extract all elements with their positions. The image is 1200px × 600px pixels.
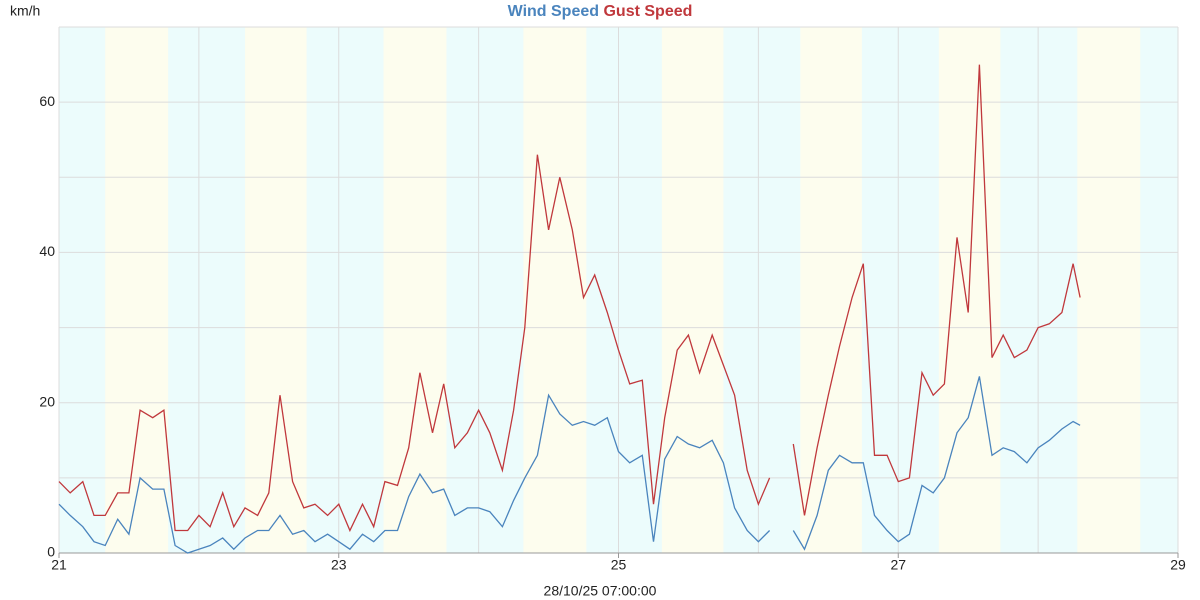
legend-entry: Wind Speed: [508, 3, 599, 20]
x-tick-label: 29: [1170, 557, 1186, 573]
shaded-range: [1077, 27, 1141, 553]
legend: Wind Speed Gust Speed: [508, 3, 693, 20]
x-tick-label: 21: [51, 557, 67, 573]
x-axis-label: 28/10/25 07:00:00: [544, 583, 657, 599]
shaded-range: [523, 27, 587, 553]
shaded-range: [383, 27, 447, 553]
line-series: [58, 64, 1081, 533]
y-tick-label: 60: [39, 93, 55, 109]
x-tick-label: 25: [611, 557, 627, 573]
shaded-range: [105, 27, 169, 553]
line-series: [58, 376, 1081, 554]
x-tick-label: 23: [331, 557, 347, 573]
legend-entry: Gust Speed: [603, 3, 692, 20]
plot-background: [58, 26, 1179, 554]
shaded-range: [661, 27, 724, 553]
x-tick-label: 27: [890, 557, 906, 573]
y-tick-label: 0: [47, 544, 55, 560]
y-tick-label: 40: [39, 243, 55, 259]
y-axis-label: km/h: [10, 3, 40, 19]
shaded-range: [800, 27, 862, 553]
y-tick-label: 20: [39, 393, 55, 409]
shaded-range: [245, 27, 307, 553]
